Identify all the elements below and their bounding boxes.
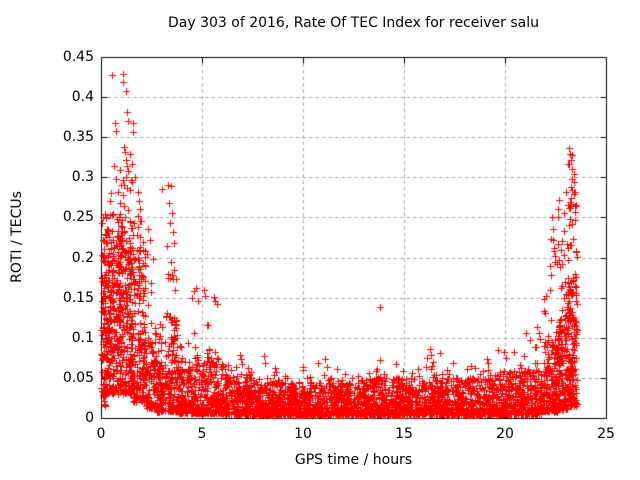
x-axis-label: GPS time / hours <box>294 452 413 468</box>
y-axis-label: ROTI / TECUs <box>9 191 25 283</box>
chart-title: Day 303 of 2016, Rate Of TEC Index for r… <box>167 15 539 31</box>
x-tick-label: 5 <box>197 426 207 442</box>
y-tick-label: 0.1 <box>71 329 94 346</box>
y-tick-label: 0 <box>85 410 94 426</box>
x-tick-label: 20 <box>496 426 514 442</box>
x-tick-label: 15 <box>395 426 413 442</box>
x-tick-label: 10 <box>294 426 312 442</box>
y-tick-label: 0.4 <box>71 89 94 106</box>
y-tick-label: 0.45 <box>62 49 94 65</box>
x-tick-label: 0 <box>96 426 106 442</box>
y-tick-label: 0.3 <box>71 169 94 186</box>
y-tick-label: 0.25 <box>62 209 94 226</box>
y-tick-label: 0.2 <box>71 249 94 266</box>
y-tick-label: 0.15 <box>62 289 94 306</box>
x-tick-label: 25 <box>597 426 615 442</box>
y-tick-label: 0.05 <box>62 369 94 386</box>
y-tick-label: 0.35 <box>62 129 94 146</box>
